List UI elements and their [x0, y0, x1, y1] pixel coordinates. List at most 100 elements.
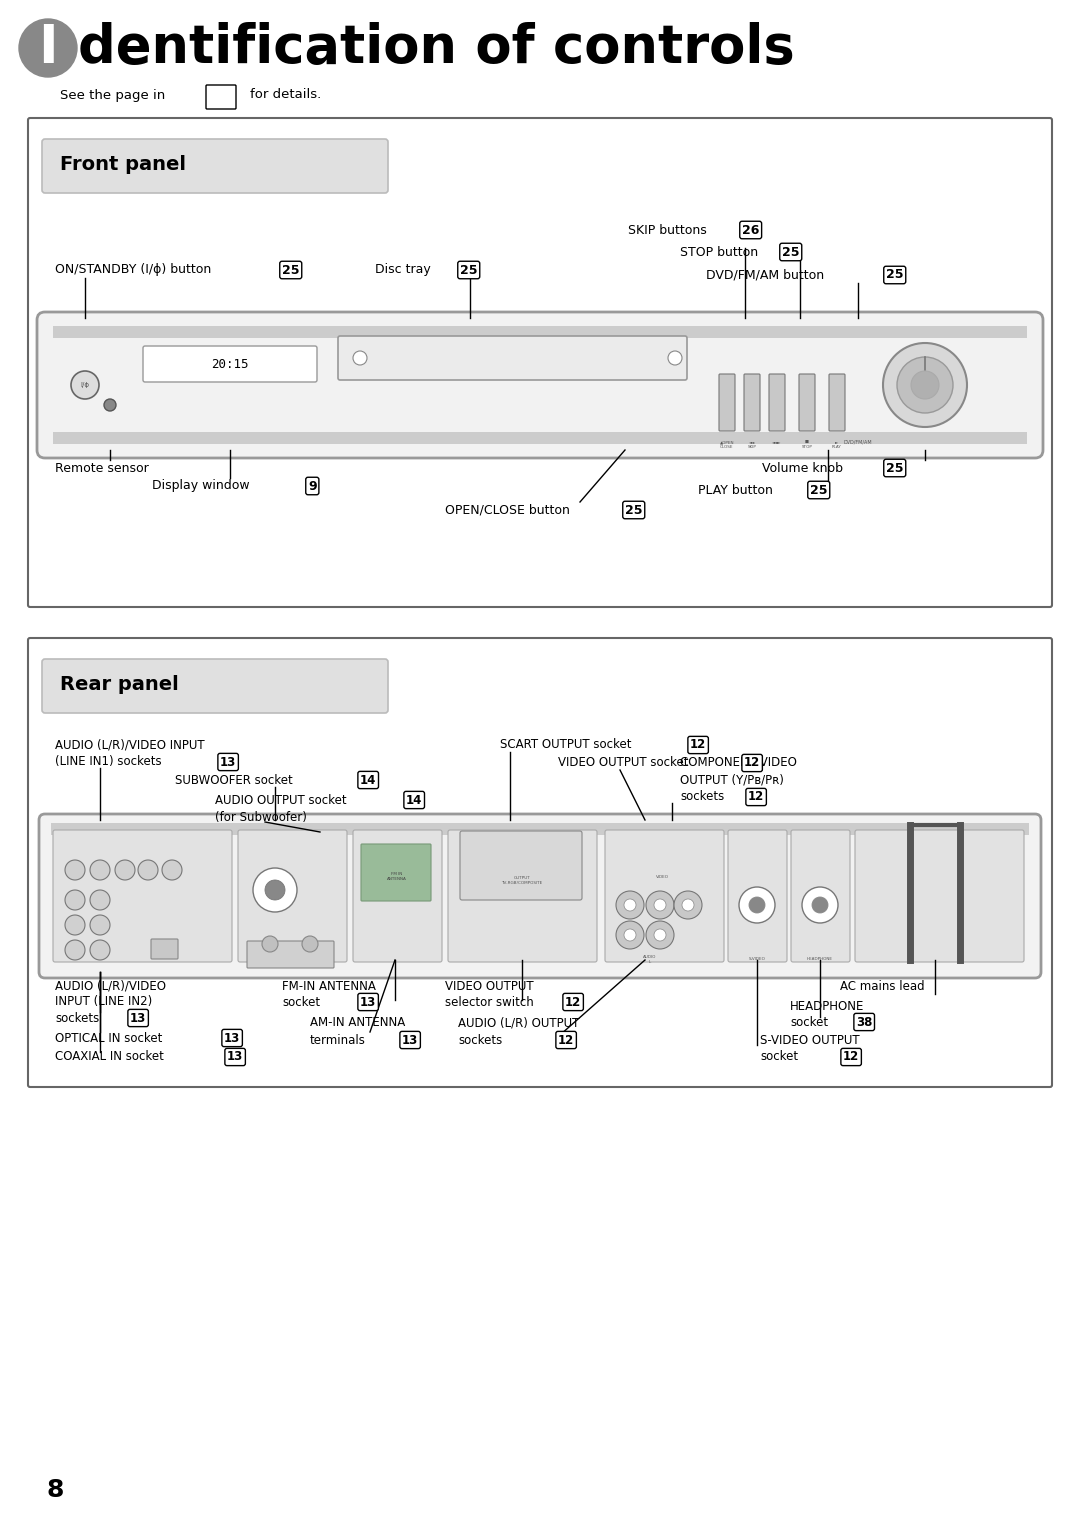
- FancyBboxPatch shape: [719, 374, 735, 431]
- Circle shape: [90, 890, 110, 910]
- Circle shape: [646, 890, 674, 919]
- Circle shape: [624, 928, 636, 941]
- FancyBboxPatch shape: [206, 86, 237, 108]
- Text: 25: 25: [625, 504, 643, 516]
- Text: Remote sensor: Remote sensor: [55, 461, 149, 475]
- Text: 12: 12: [843, 1051, 860, 1063]
- Text: 25: 25: [782, 246, 799, 258]
- Circle shape: [302, 936, 318, 951]
- Text: COMPONENT VIDEO: COMPONENT VIDEO: [680, 756, 797, 770]
- Text: socket: socket: [760, 1051, 798, 1063]
- Text: FM IN
ANTENNA: FM IN ANTENNA: [387, 872, 407, 881]
- Circle shape: [65, 860, 85, 880]
- Text: (LINE IN1) sockets: (LINE IN1) sockets: [55, 756, 162, 768]
- Circle shape: [265, 880, 285, 899]
- Text: Volume knob: Volume knob: [762, 461, 843, 475]
- Text: sockets: sockets: [680, 791, 725, 803]
- FancyBboxPatch shape: [799, 374, 815, 431]
- Text: 38: 38: [856, 1015, 873, 1029]
- Text: DVD/FM/AM button: DVD/FM/AM button: [706, 269, 824, 281]
- Text: ▲OPEN
CLOSE: ▲OPEN CLOSE: [719, 440, 734, 449]
- FancyBboxPatch shape: [744, 374, 760, 431]
- Text: sockets: sockets: [458, 1034, 502, 1046]
- FancyBboxPatch shape: [460, 831, 582, 899]
- FancyBboxPatch shape: [791, 831, 850, 962]
- Text: 13: 13: [360, 996, 376, 1008]
- FancyBboxPatch shape: [28, 118, 1052, 608]
- Text: AM-IN ANTENNA: AM-IN ANTENNA: [310, 1017, 405, 1029]
- Circle shape: [65, 915, 85, 935]
- FancyBboxPatch shape: [53, 831, 232, 962]
- FancyBboxPatch shape: [247, 941, 334, 968]
- FancyBboxPatch shape: [829, 374, 845, 431]
- FancyBboxPatch shape: [39, 814, 1041, 977]
- Circle shape: [253, 867, 297, 912]
- Text: OPEN/CLOSE button: OPEN/CLOSE button: [445, 504, 570, 516]
- Circle shape: [65, 890, 85, 910]
- Circle shape: [750, 896, 765, 913]
- Text: I/ϕ: I/ϕ: [81, 382, 90, 388]
- Circle shape: [802, 887, 838, 922]
- Text: 25: 25: [886, 461, 904, 475]
- FancyBboxPatch shape: [42, 139, 388, 192]
- Text: 13: 13: [220, 756, 237, 768]
- FancyBboxPatch shape: [37, 312, 1043, 458]
- FancyBboxPatch shape: [151, 939, 178, 959]
- FancyBboxPatch shape: [448, 831, 597, 962]
- Text: OUTPUT (Y/Pʙ/Pʀ): OUTPUT (Y/Pʙ/Pʀ): [680, 774, 784, 786]
- Circle shape: [739, 887, 775, 922]
- Text: See the page in: See the page in: [60, 89, 165, 101]
- Circle shape: [883, 344, 967, 428]
- Circle shape: [624, 899, 636, 912]
- Text: 9: 9: [308, 479, 316, 493]
- Circle shape: [353, 351, 367, 365]
- Text: (for Subwoofer): (for Subwoofer): [215, 811, 307, 823]
- Text: 25: 25: [460, 264, 477, 276]
- Text: 14: 14: [406, 794, 422, 806]
- Text: VIDEO: VIDEO: [656, 875, 669, 880]
- Text: I: I: [38, 21, 58, 73]
- Text: ◄◄►: ◄◄►: [772, 440, 782, 444]
- Circle shape: [114, 860, 135, 880]
- Text: SUBWOOFER socket: SUBWOOFER socket: [175, 774, 293, 786]
- Text: ►
PLAY: ► PLAY: [832, 440, 842, 449]
- Text: 12: 12: [690, 739, 706, 751]
- Circle shape: [812, 896, 828, 913]
- Circle shape: [674, 890, 702, 919]
- Circle shape: [654, 899, 666, 912]
- FancyBboxPatch shape: [728, 831, 787, 962]
- Text: VIDEO OUTPUT: VIDEO OUTPUT: [445, 979, 534, 993]
- Text: 12: 12: [748, 791, 765, 803]
- Circle shape: [90, 915, 110, 935]
- Text: VIDEO OUTPUT socket: VIDEO OUTPUT socket: [558, 756, 689, 770]
- Text: OUTPUT
TV-RGB/COMPOSITE: OUTPUT TV-RGB/COMPOSITE: [501, 876, 542, 884]
- Circle shape: [646, 921, 674, 948]
- Text: AUDIO (L/R)/VIDEO: AUDIO (L/R)/VIDEO: [55, 979, 166, 993]
- FancyBboxPatch shape: [238, 831, 347, 962]
- Text: 13: 13: [227, 1051, 243, 1063]
- Text: HEADPHONE: HEADPHONE: [789, 1000, 864, 1012]
- Text: SKIP buttons: SKIP buttons: [627, 223, 706, 237]
- Text: DVD/FM/AM: DVD/FM/AM: [843, 440, 873, 444]
- Text: sockets: sockets: [55, 1011, 99, 1025]
- Circle shape: [162, 860, 183, 880]
- FancyBboxPatch shape: [769, 374, 785, 431]
- Text: 13: 13: [130, 1011, 146, 1025]
- Text: ■
STOP: ■ STOP: [801, 440, 812, 449]
- Text: socket: socket: [789, 1015, 828, 1029]
- Circle shape: [654, 928, 666, 941]
- Text: STOP button: STOP button: [680, 246, 758, 258]
- Circle shape: [681, 899, 694, 912]
- Bar: [53, 432, 1027, 444]
- Text: INPUT (LINE IN2): INPUT (LINE IN2): [55, 996, 152, 1008]
- Text: PLAY button: PLAY button: [698, 484, 773, 496]
- Text: AC mains lead: AC mains lead: [840, 979, 924, 993]
- Text: 12: 12: [744, 756, 760, 770]
- Text: AUDIO OUTPUT socket: AUDIO OUTPUT socket: [215, 794, 347, 806]
- Text: dentification of controls: dentification of controls: [78, 21, 795, 73]
- Circle shape: [262, 936, 278, 951]
- Ellipse shape: [19, 18, 77, 76]
- Text: S-VIDEO OUTPUT: S-VIDEO OUTPUT: [760, 1034, 860, 1046]
- Circle shape: [104, 399, 116, 411]
- Bar: [53, 325, 1027, 337]
